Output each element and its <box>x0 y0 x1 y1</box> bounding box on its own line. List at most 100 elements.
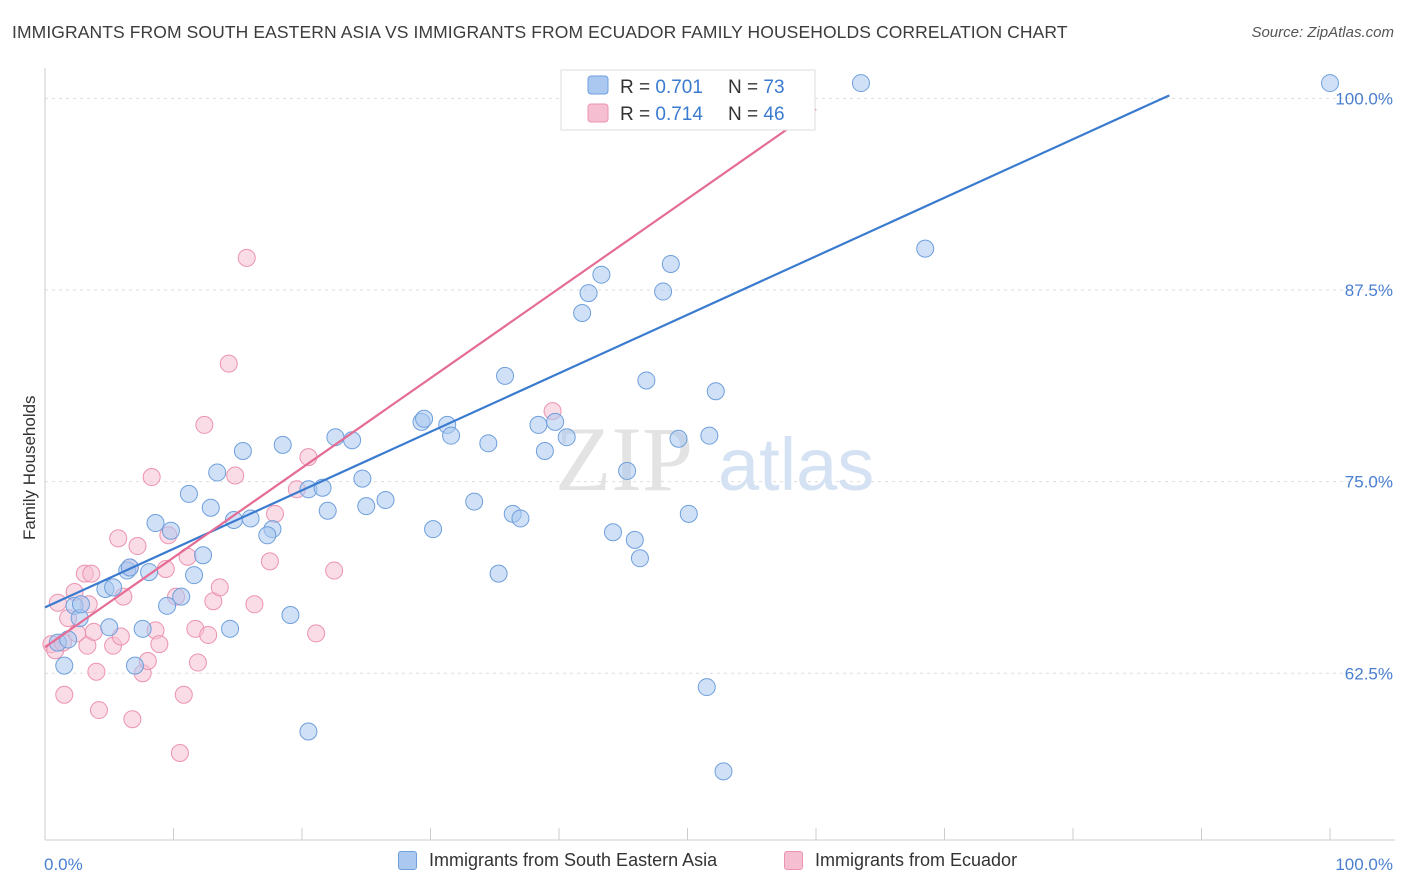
data-point <box>233 441 252 460</box>
data-point <box>714 762 733 781</box>
data-point <box>158 596 177 615</box>
legend-label-ecuador: Immigrants from Ecuador <box>815 850 1018 870</box>
data-point <box>245 595 264 614</box>
data-point <box>142 468 161 487</box>
data-point <box>535 441 554 460</box>
data-point <box>89 701 108 720</box>
data-point <box>185 566 204 585</box>
svg-text:R = 0.714: R = 0.714 <box>620 104 703 125</box>
data-point <box>511 509 530 528</box>
data-point <box>125 656 144 675</box>
data-point <box>120 558 139 577</box>
data-point <box>59 630 78 649</box>
data-point <box>226 466 245 485</box>
correlation-legend: R = 0.701 N = 73 R = 0.714 N = 46 <box>560 69 816 131</box>
data-point <box>194 546 213 565</box>
data-point <box>851 74 870 93</box>
data-point <box>258 526 277 545</box>
axes <box>44 68 1395 841</box>
legend-r-label-2: R = <box>620 104 655 125</box>
data-point <box>150 635 169 654</box>
data-point <box>603 523 622 542</box>
data-point <box>146 514 165 533</box>
data-point <box>618 461 637 480</box>
data-point <box>241 509 260 528</box>
legend-n-value-2: 46 <box>763 104 784 125</box>
legend-n-label-2: N = <box>728 104 763 125</box>
data-point <box>195 415 214 434</box>
data-point <box>100 618 119 637</box>
data-point <box>546 412 565 431</box>
data-point <box>529 415 548 434</box>
data-point <box>625 530 644 549</box>
data-point <box>700 426 719 445</box>
legend-swatch-pink <box>587 103 609 123</box>
legend-n-label-1: N = <box>728 77 763 98</box>
data-point <box>48 593 67 612</box>
data-point <box>592 265 611 284</box>
data-point <box>630 549 649 568</box>
data-point <box>706 382 725 401</box>
watermark-zip: ZIP <box>555 408 693 510</box>
y-tick-label: 87.5% <box>1345 281 1393 300</box>
data-point <box>237 248 256 267</box>
data-point <box>87 662 106 681</box>
data-point <box>442 426 461 445</box>
data-point <box>84 622 103 641</box>
legend-swatch-blue <box>587 75 609 95</box>
series-sea-points <box>48 74 1339 781</box>
legend-label-sea: Immigrants from South Eastern Asia <box>429 850 718 870</box>
source-credit: Source: ZipAtlas.com <box>1251 24 1394 41</box>
svg-text:N = 46: N = 46 <box>728 104 785 125</box>
data-point <box>415 409 434 428</box>
data-point <box>221 619 240 638</box>
data-point <box>266 504 285 523</box>
trendline-sea <box>44 94 1170 609</box>
legend-swatch-sea <box>398 851 417 870</box>
data-point <box>573 304 592 323</box>
legend-r-value-1: 0.701 <box>655 77 703 98</box>
data-point <box>179 484 198 503</box>
data-point <box>201 498 220 517</box>
data-point <box>104 578 123 597</box>
legend-n-value-1: 73 <box>763 77 784 98</box>
y-tick-label: 100.0% <box>1335 89 1393 108</box>
data-point <box>318 501 337 520</box>
data-point <box>170 743 189 762</box>
data-point <box>188 653 207 672</box>
legend-r-value-2: 0.714 <box>655 104 703 125</box>
data-point <box>479 434 498 453</box>
y-tick-label: 62.5% <box>1345 664 1393 683</box>
legend-swatch-ecuador <box>784 851 803 870</box>
watermark: ZIP atlas <box>555 408 874 510</box>
data-point <box>199 625 218 644</box>
data-point <box>465 492 484 511</box>
data-point <box>174 685 193 704</box>
data-point <box>133 619 152 638</box>
x-tick-label: 100.0% <box>1335 855 1393 874</box>
data-point <box>123 710 142 729</box>
data-point <box>697 678 716 697</box>
data-point <box>916 239 935 258</box>
data-point <box>82 564 101 583</box>
legend-item-ecuador: Immigrants from Ecuador <box>784 850 1017 871</box>
watermark-atlas: atlas <box>718 423 874 506</box>
data-point <box>55 656 74 675</box>
trendline-ecuador <box>44 108 817 649</box>
x-tick-label: 0.0% <box>44 855 83 874</box>
data-point <box>424 520 443 539</box>
data-point <box>307 624 326 643</box>
data-point <box>299 722 318 741</box>
svg-text:N = 73: N = 73 <box>728 77 785 98</box>
data-point <box>353 469 372 488</box>
data-point <box>489 564 508 583</box>
data-point <box>161 521 180 540</box>
chart-title: IMMIGRANTS FROM SOUTH EASTERN ASIA VS IM… <box>12 22 1068 42</box>
data-point <box>679 504 698 523</box>
data-point <box>637 371 656 390</box>
data-point <box>260 552 279 571</box>
data-point <box>1321 74 1339 93</box>
data-point <box>71 595 90 614</box>
data-point <box>128 537 147 556</box>
